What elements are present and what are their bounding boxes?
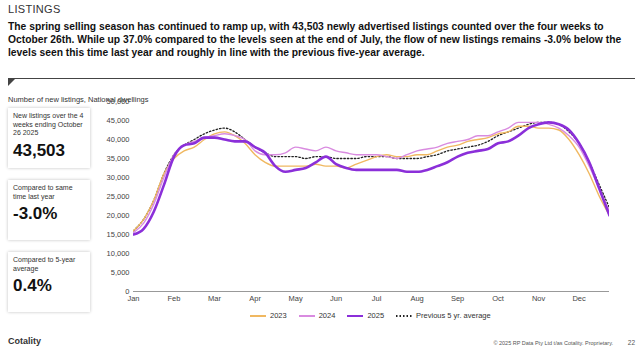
svg-text:May: May [288, 294, 302, 303]
svg-text:Aug: Aug [410, 294, 423, 303]
svg-text:5,000: 5,000 [111, 268, 130, 277]
svg-text:Mar: Mar [208, 294, 221, 303]
svg-text:Jul: Jul [372, 294, 382, 303]
svg-text:Nov: Nov [532, 294, 546, 303]
svg-text:15,000: 15,000 [107, 230, 130, 239]
svg-text:40,000: 40,000 [107, 135, 130, 144]
svg-text:50,000: 50,000 [107, 97, 130, 106]
svg-text:Apr: Apr [249, 294, 261, 303]
svg-text:Oct: Oct [492, 294, 505, 303]
svg-text:Jan: Jan [127, 294, 139, 303]
svg-text:20,000: 20,000 [107, 211, 130, 220]
svg-text:Dec: Dec [572, 294, 586, 303]
svg-text:10,000: 10,000 [107, 249, 130, 258]
svg-text:Feb: Feb [168, 294, 181, 303]
svg-text:35,000: 35,000 [107, 154, 130, 163]
svg-text:45,000: 45,000 [107, 116, 130, 125]
svg-text:Jun: Jun [330, 294, 342, 303]
svg-text:30,000: 30,000 [107, 173, 130, 182]
svg-text:Sep: Sep [451, 294, 464, 303]
svg-text:25,000: 25,000 [107, 192, 130, 201]
